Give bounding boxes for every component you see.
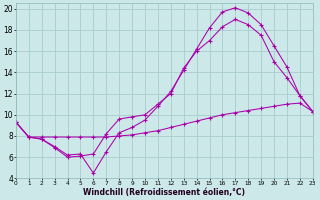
X-axis label: Windchill (Refroidissement éolien,°C): Windchill (Refroidissement éolien,°C) <box>83 188 245 197</box>
